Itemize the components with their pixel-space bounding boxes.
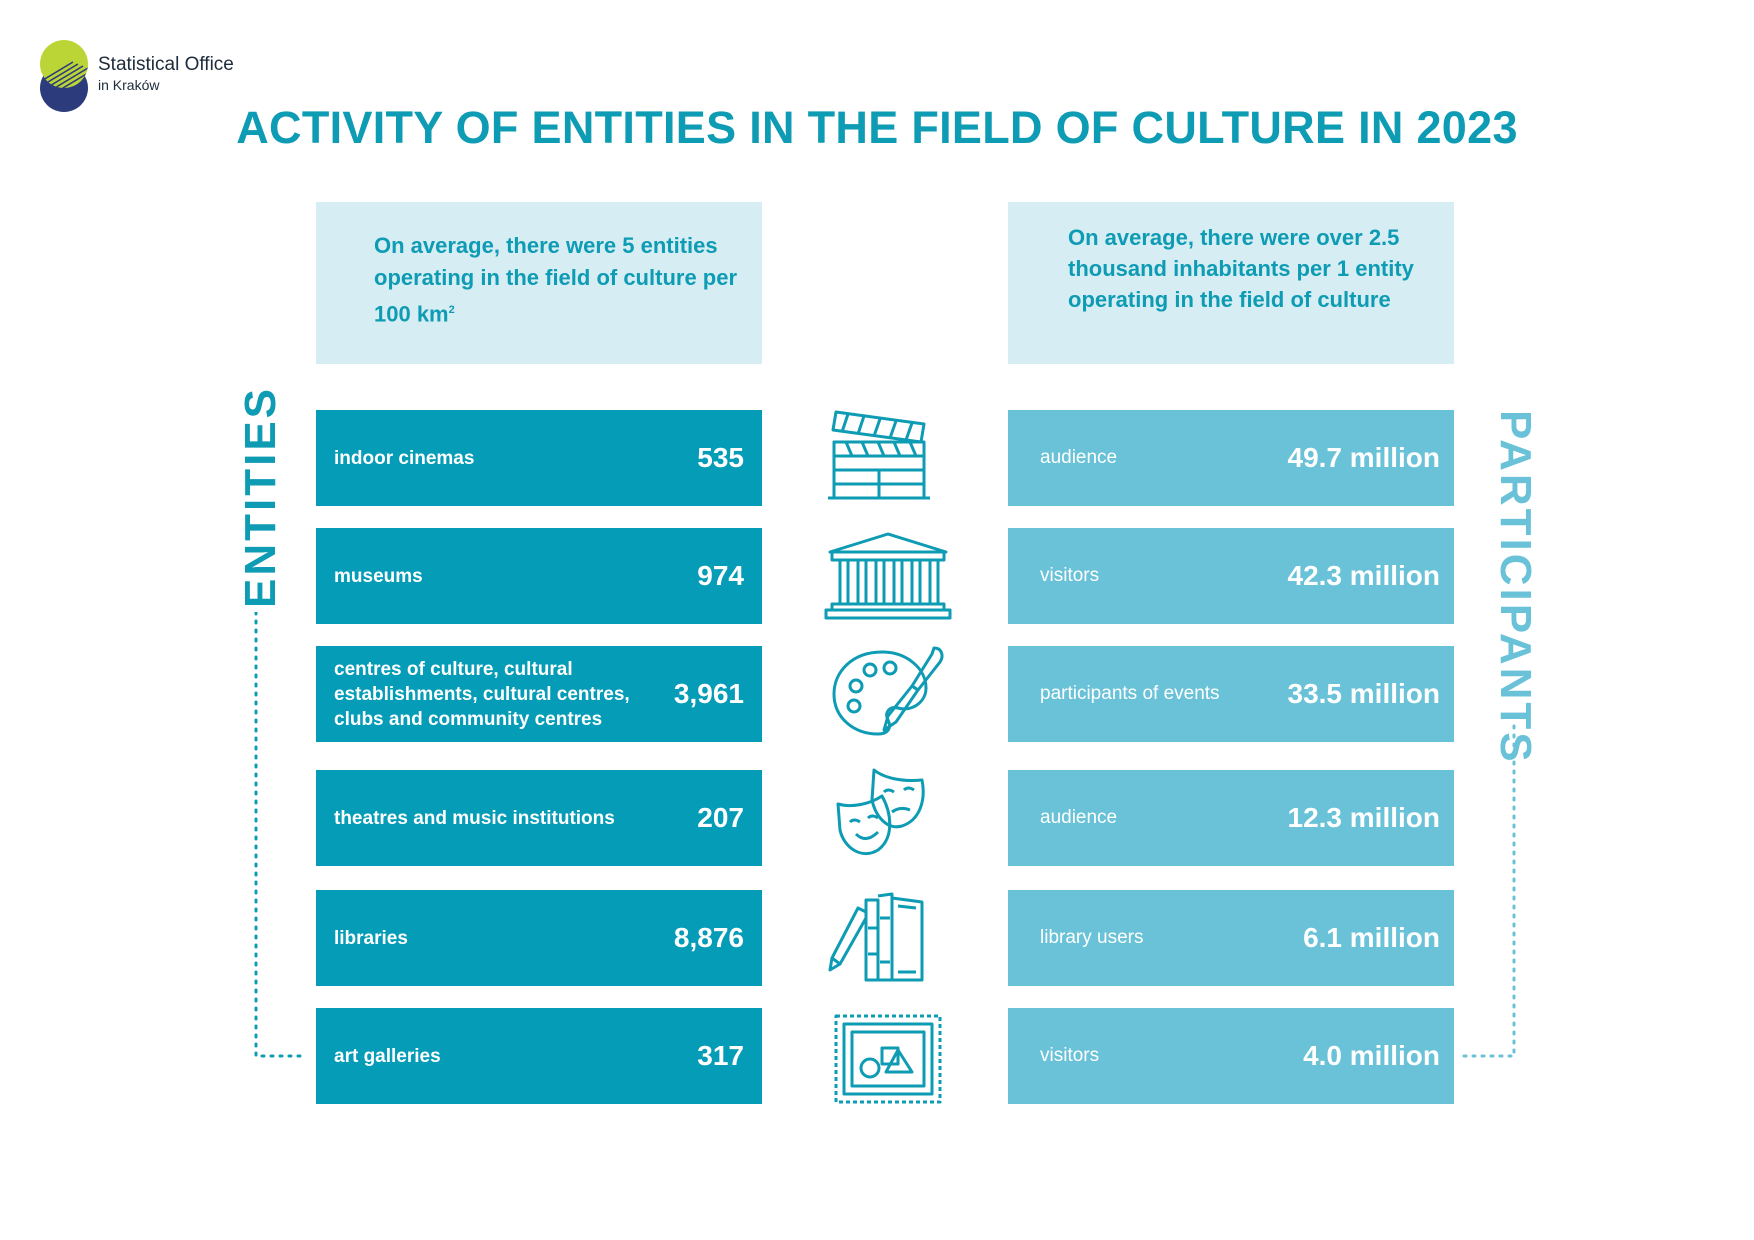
participant-label: audience [1040,807,1118,828]
entity-label: indoor cinemas [334,447,475,469]
info-inhabitants-text: On average, there were over 2.5 thousand… [1068,225,1414,312]
participant-count: 12.3 million [1287,802,1441,833]
entity-count: 317 [697,1040,744,1071]
side-label-entities: ENTITIES [236,385,285,608]
info-density-text: On average, there were 5 entities operat… [374,233,738,327]
entity-count: 974 [697,560,744,591]
participant-count: 49.7 million [1287,442,1441,473]
page-title: ACTIVITY OF ENTITIES IN THE FIELD OF CUL… [236,102,1518,153]
participant-count: 6.1 million [1303,922,1440,953]
info-box-inhabitants: On average, there were over 2.5 thousand… [1008,202,1454,364]
info-density-sup: 2 [448,304,455,316]
entity-label: art galleries [334,1045,441,1067]
participant-card-art-galleries: visitors 4.0 million [1008,1008,1454,1104]
logo-line1: Statistical Office [98,54,234,75]
participants-dotted-connector [1462,724,1516,1058]
participant-label: audience [1040,447,1118,468]
info-box-density: On average, there were 5 entities operat… [316,202,762,364]
participant-card-culture-centres: participants of events 33.5 million [1008,646,1454,742]
film-clapperboard-icon [828,410,930,500]
theatre-masks-icon [836,768,925,856]
entity-count: 8,876 [673,922,744,953]
logo: Statistical Office in Kraków [38,38,338,118]
entity-label: museums [334,565,423,587]
entity-count: 535 [697,442,744,473]
art-frame-icon [834,1014,942,1104]
entity-count: 3,961 [673,678,744,709]
participant-label: library users [1040,927,1144,948]
entity-card-culture-centres: centres of culture, cultural establishme… [316,646,762,742]
entity-label: centres of culture, cultural establishme… [334,658,630,730]
entity-card-museums: museums 974 [316,528,762,624]
entity-card-libraries: libraries 8,876 [316,890,762,986]
logo-icon [40,40,88,112]
participant-label: visitors [1040,565,1100,586]
museum-building-icon [824,532,952,620]
entity-label: libraries [334,927,408,949]
participant-card-cinemas: audience 49.7 million [1008,410,1454,506]
participant-count: 4.0 million [1303,1040,1440,1071]
participant-count: 42.3 million [1287,560,1441,591]
entity-card-theatres: theatres and music institutions 207 [316,770,762,866]
entities-dotted-connector [254,612,308,1058]
side-label-participants: PARTICIPANTS [1491,410,1540,765]
entity-card-cinemas: indoor cinemas 535 [316,410,762,506]
participant-card-libraries: library users 6.1 million [1008,890,1454,986]
paint-palette-icon [832,646,944,736]
participant-card-theatres: audience 12.3 million [1008,770,1454,866]
participant-label: visitors [1040,1045,1100,1066]
entity-card-art-galleries: art galleries 317 [316,1008,762,1104]
logo-line2: in Kraków [98,77,160,93]
participant-label: participants of events [1040,683,1220,704]
books-icon [828,892,924,982]
participant-card-museums: visitors 42.3 million [1008,528,1454,624]
entity-count: 207 [697,802,744,833]
participant-count: 33.5 million [1287,678,1441,709]
entity-label: theatres and music institutions [334,807,615,829]
